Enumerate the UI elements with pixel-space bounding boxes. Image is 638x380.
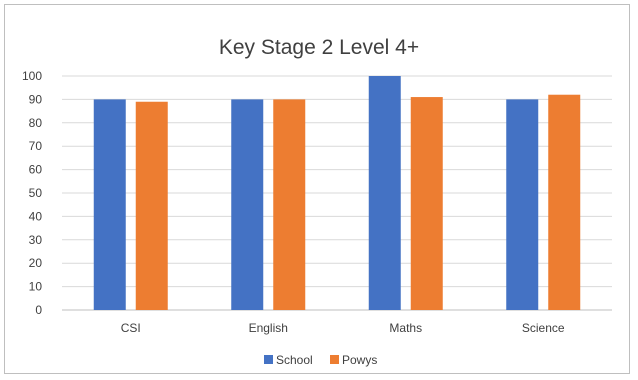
bar-school-csi — [93, 99, 126, 311]
bar-powys-maths — [410, 97, 443, 310]
y-tick-label: 50 — [29, 186, 43, 200]
y-tick-label: 60 — [29, 163, 43, 177]
x-category-label: CSI — [121, 321, 141, 335]
bar-school-science — [506, 99, 539, 311]
bar-school-maths — [368, 76, 401, 310]
x-category-label: Maths — [389, 321, 422, 335]
bar-powys-science — [548, 94, 581, 310]
bar-powys-english — [273, 99, 306, 311]
legend-swatch-powys — [330, 355, 339, 364]
legend-label-powys: Powys — [342, 353, 377, 367]
bars — [93, 76, 581, 311]
y-tick-label: 0 — [35, 303, 42, 317]
legend-swatch-school — [264, 355, 273, 364]
legend-label-school: School — [276, 353, 313, 367]
y-tick-label: 90 — [29, 92, 43, 106]
x-category-label: Science — [522, 321, 565, 335]
bar-powys-csi — [135, 101, 168, 311]
bar-school-english — [231, 99, 264, 311]
y-tick-label: 20 — [29, 256, 43, 270]
y-axis-ticks: 0 10 20 30 40 50 60 70 80 90 100 — [22, 69, 42, 317]
chart-title: Key Stage 2 Level 4+ — [219, 36, 419, 59]
x-category-label: English — [249, 321, 288, 335]
y-tick-label: 100 — [22, 69, 42, 83]
y-tick-label: 70 — [29, 139, 43, 153]
legend: School Powys — [264, 353, 377, 367]
x-axis-categories: CSI English Maths Science — [121, 321, 565, 335]
y-tick-label: 80 — [29, 116, 43, 130]
y-tick-label: 40 — [29, 209, 43, 223]
y-tick-label: 30 — [29, 233, 43, 247]
y-tick-label: 10 — [29, 280, 43, 294]
